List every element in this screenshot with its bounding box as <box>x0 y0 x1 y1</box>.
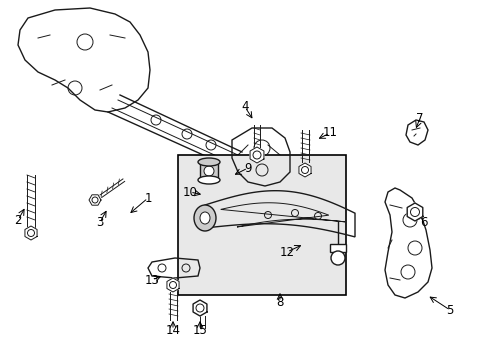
Text: 15: 15 <box>192 324 207 337</box>
Polygon shape <box>89 195 101 205</box>
Circle shape <box>252 151 261 159</box>
Text: 1: 1 <box>144 192 151 204</box>
Text: 7: 7 <box>415 112 423 125</box>
Bar <box>329 244 346 252</box>
Circle shape <box>92 197 98 203</box>
Text: 11: 11 <box>322 126 337 139</box>
Text: 10: 10 <box>182 185 197 198</box>
Polygon shape <box>407 203 422 221</box>
Text: 9: 9 <box>244 162 251 175</box>
Text: 8: 8 <box>276 296 283 309</box>
Circle shape <box>27 230 35 237</box>
Text: 14: 14 <box>165 324 180 337</box>
Polygon shape <box>193 300 206 316</box>
Text: 2: 2 <box>14 213 21 226</box>
Text: 13: 13 <box>144 274 159 287</box>
Ellipse shape <box>200 212 209 224</box>
Bar <box>200 162 218 180</box>
Circle shape <box>203 166 214 176</box>
Polygon shape <box>25 226 37 240</box>
Circle shape <box>330 251 345 265</box>
Polygon shape <box>166 278 179 292</box>
Ellipse shape <box>194 205 216 231</box>
Circle shape <box>196 304 203 312</box>
Polygon shape <box>249 147 264 163</box>
Ellipse shape <box>198 176 220 184</box>
Text: 6: 6 <box>419 216 427 229</box>
Polygon shape <box>298 163 310 177</box>
Ellipse shape <box>198 158 220 166</box>
Text: 5: 5 <box>446 303 453 316</box>
Text: 4: 4 <box>241 100 248 113</box>
Circle shape <box>409 207 419 216</box>
Text: 12: 12 <box>279 246 294 258</box>
Text: 3: 3 <box>96 216 103 229</box>
Circle shape <box>169 282 176 288</box>
Bar <box>178 155 346 295</box>
Circle shape <box>301 166 308 174</box>
